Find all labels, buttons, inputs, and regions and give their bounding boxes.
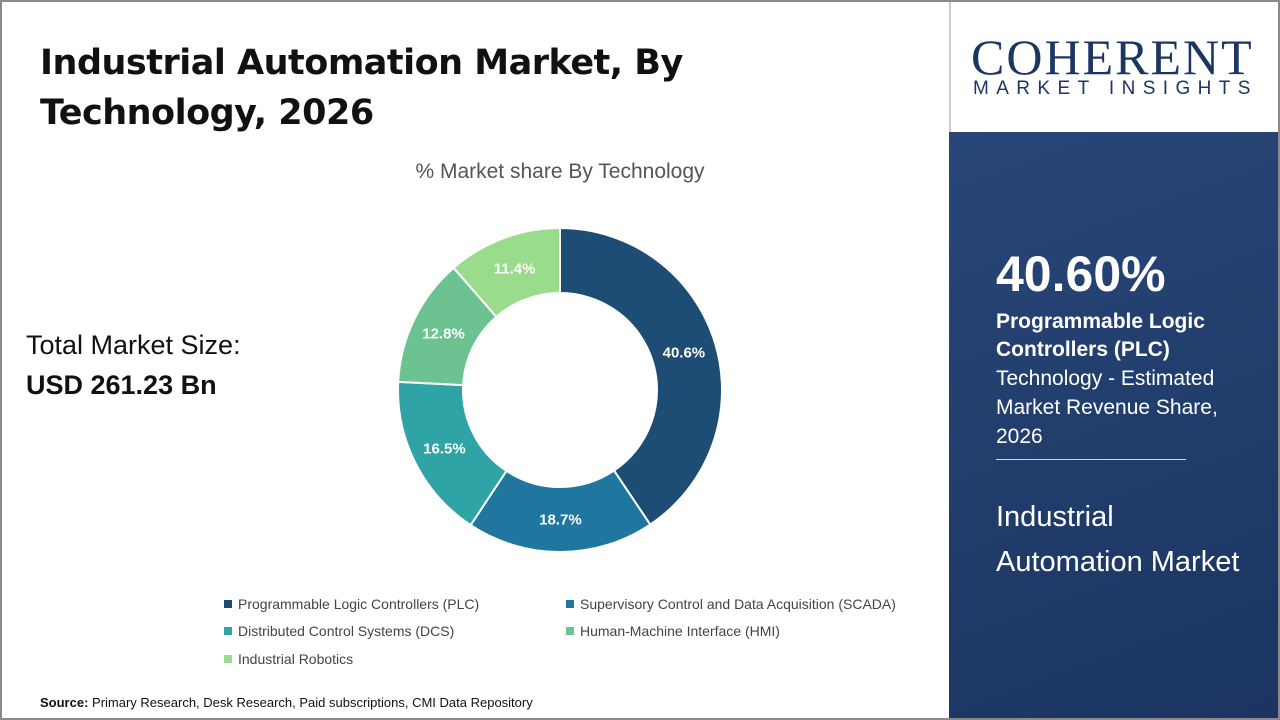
legend-label: Distributed Control Systems (DCS) xyxy=(238,623,455,639)
logo: COHERENT MARKET INSIGHTS xyxy=(949,0,1280,132)
donut-slice xyxy=(452,226,561,319)
market-name: Industrial Automation Market xyxy=(996,501,1240,578)
highlight-segment: Programmable Logic Controllers (PLC) xyxy=(996,310,1205,361)
page-title: Industrial Automation Market, By Technol… xyxy=(40,43,683,133)
legend-item: Distributed Control Systems (DCS) xyxy=(224,623,454,639)
legend-label: Programmable Logic Controllers (PLC) xyxy=(238,596,480,612)
donut-chart: 40.6% 18.7% 16.5% 12.8% 11.4% xyxy=(397,226,724,553)
legend-label: Supervisory Control and Data Acquisition… xyxy=(580,596,896,612)
legend-label: Industrial Robotics xyxy=(238,651,354,667)
legend-item: Supervisory Control and Data Acquisition… xyxy=(566,596,896,612)
legend-swatch xyxy=(224,655,232,663)
data-label: 12.8% xyxy=(422,325,465,342)
legend-item: Human-Machine Interface (HMI) xyxy=(566,623,780,639)
side-panel: COHERENT MARKET INSIGHTS 40.60% Programm… xyxy=(949,0,1280,720)
legend-swatch xyxy=(566,627,574,635)
data-label: 40.6% xyxy=(663,344,706,361)
data-label: 16.5% xyxy=(423,440,466,457)
legend-item: Industrial Robotics xyxy=(224,651,353,667)
total-label: Total Market Size: xyxy=(26,330,241,360)
total-market-size: Total Market Size: USD 261.23 Bn xyxy=(26,325,241,405)
legend-swatch xyxy=(566,600,574,608)
highlight-description: Technology - Estimated Market Revenue Sh… xyxy=(996,367,1218,448)
data-label: 18.7% xyxy=(539,511,582,528)
logo-text: COHERENT xyxy=(971,29,1254,85)
divider xyxy=(996,459,1186,460)
donut-slice xyxy=(559,226,724,526)
logo-subtext: MARKET INSIGHTS xyxy=(973,78,1258,99)
legend-label: Human-Machine Interface (HMI) xyxy=(580,623,780,639)
legend-swatch xyxy=(224,627,232,635)
total-value: USD 261.23 Bn xyxy=(26,370,217,400)
source-note: Source: Primary Research, Desk Research,… xyxy=(40,695,533,710)
data-label: 11.4% xyxy=(494,261,536,278)
legend-swatch xyxy=(224,600,232,608)
highlight-percent: 40.60% xyxy=(996,246,1166,302)
chart-title: % Market share By Technology xyxy=(415,160,705,183)
legend-item: Programmable Logic Controllers (PLC) xyxy=(224,596,479,612)
